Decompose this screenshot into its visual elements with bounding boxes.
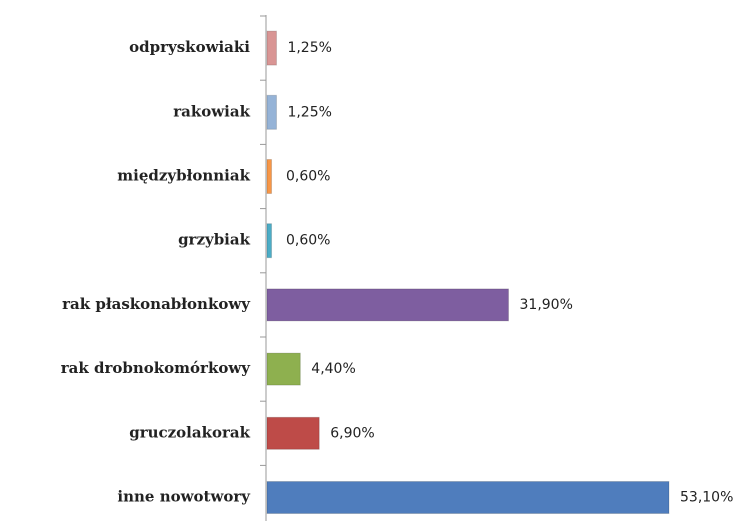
category-label: rak płaskonabłonkowy: [62, 295, 251, 313]
value-label: 31,90%: [520, 297, 573, 313]
value-label: 53,10%: [680, 490, 733, 506]
category-label: rak drobnokomórkowy: [61, 359, 252, 377]
category-label: gruczolakorak: [129, 423, 250, 441]
category-label: odpryskowiaki: [129, 38, 250, 56]
value-label: 1,25%: [287, 40, 331, 56]
value-label: 4,40%: [311, 361, 355, 377]
bar: [266, 352, 301, 386]
bar: [266, 223, 273, 259]
bar: [266, 159, 273, 194]
value-label: 1,25%: [287, 104, 331, 120]
category-label: grzybiak: [178, 231, 251, 249]
bar: [266, 481, 670, 514]
category-label: rakowiak: [173, 102, 250, 120]
value-label: 0,60%: [286, 233, 330, 249]
value-label: 6,90%: [330, 425, 374, 441]
bar: [266, 288, 510, 322]
bar: [266, 416, 320, 450]
bar: [266, 30, 277, 66]
bar: [266, 94, 277, 130]
value-label: 0,60%: [286, 169, 330, 185]
category-label: międzybłonniak: [117, 167, 250, 185]
category-label: inne nowotwory: [117, 488, 251, 506]
